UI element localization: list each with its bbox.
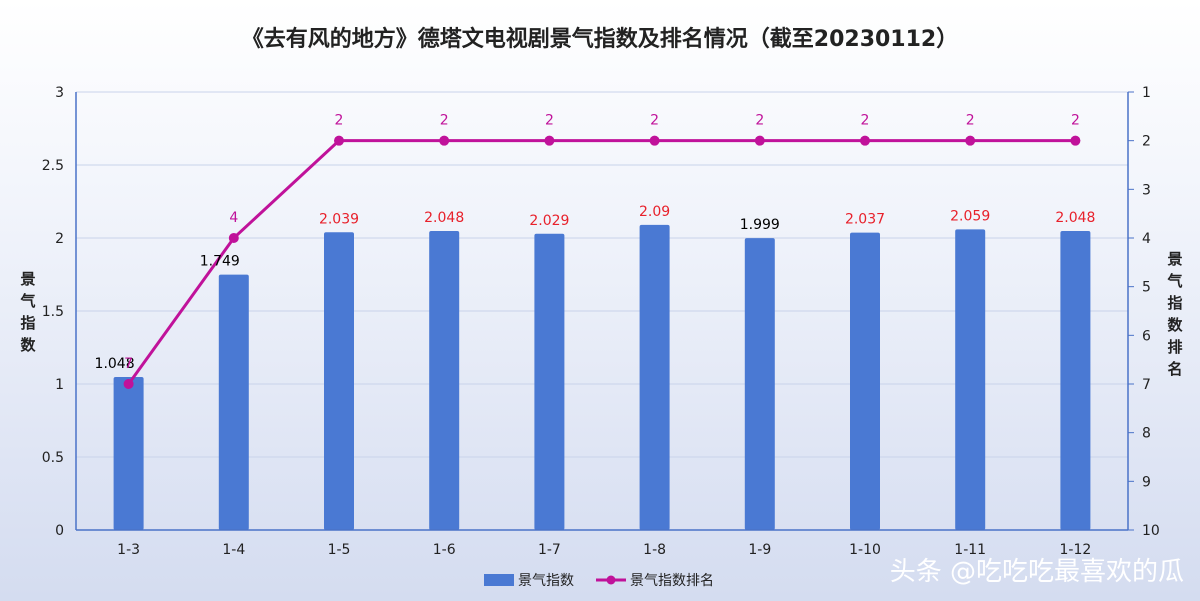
x-tick-label: 1-3 <box>117 542 140 558</box>
bar <box>218 274 249 530</box>
grid <box>76 91 1128 458</box>
rank-value-label: 2 <box>335 113 344 129</box>
y-left-tick-label: 0.5 <box>42 450 64 466</box>
y-left-tick-label: 2 <box>55 231 64 247</box>
rank-point <box>334 135 344 146</box>
legend-swatch-bars <box>484 574 514 586</box>
rank-point <box>649 135 660 146</box>
y-left-tick-label: 1 <box>55 377 64 393</box>
bar-value-label: 1.749 <box>200 254 240 270</box>
x-tick-label: 1-5 <box>328 542 351 558</box>
watermark: 头条 @吃吃吃最喜欢的瓜 <box>890 557 1184 587</box>
y-left-tick-label: 3 <box>55 85 64 101</box>
y-left-tick-label: 0 <box>55 523 64 539</box>
rank-value-label: 2 <box>545 113 554 129</box>
bar-value-label: 1.999 <box>740 217 780 233</box>
bar-value-label: 2.09 <box>639 204 670 220</box>
legend-swatch-marker <box>606 575 616 585</box>
y-left-tick-label: 1.5 <box>42 304 64 320</box>
x-tick-label: 1-9 <box>748 542 771 558</box>
rank-point <box>544 135 555 146</box>
y-right-axis-title-char: 指 <box>1167 294 1182 312</box>
bar <box>113 376 144 530</box>
bar-value-label: 2.048 <box>424 210 464 226</box>
legend[interactable]: 景气指数 景气指数排名 <box>484 573 714 589</box>
x-tick-label: 1-7 <box>538 542 561 558</box>
bars <box>113 224 1091 531</box>
rank-point <box>965 135 976 146</box>
rank-value-label: 4 <box>229 210 238 226</box>
rank-series-line <box>127 139 1076 385</box>
y-right-tick-label: 5 <box>1142 280 1151 296</box>
y-right-tick-label: 1 <box>1142 85 1151 101</box>
rank-point <box>123 379 134 389</box>
rank-value-label: 2 <box>755 113 764 129</box>
y-right-tick-label: 7 <box>1142 377 1151 393</box>
y-left-tick-label: 2.5 <box>42 158 64 174</box>
bar-value-label: 2.029 <box>529 213 569 229</box>
rank-value-label: 2 <box>966 113 975 129</box>
bar <box>534 233 565 531</box>
x-tick-label: 1-8 <box>643 542 666 558</box>
y-right-tick-label: 2 <box>1142 134 1151 150</box>
y-left-axis-title-char: 指 <box>20 314 35 332</box>
y-right-axis-title-char: 气 <box>1166 272 1182 290</box>
x-tick-label: 1-4 <box>222 542 245 558</box>
y-left-axis-title-char: 景 <box>20 270 35 288</box>
y-right-tick-label: 3 <box>1142 182 1151 198</box>
rank-value-label: 2 <box>650 113 659 129</box>
x-tick-label: 1-11 <box>954 542 986 558</box>
bar-value-label: 2.048 <box>1055 210 1095 226</box>
rank-point <box>754 135 765 146</box>
rank-value-label: 2 <box>861 113 870 129</box>
bar-value-label: 2.039 <box>319 211 359 227</box>
y-left-axis-title-char: 气 <box>19 292 35 310</box>
legend-label-bars: 景气指数 <box>518 573 574 589</box>
x-tick-label: 1-6 <box>433 542 456 558</box>
bar-value-label: 2.059 <box>950 208 990 224</box>
y-right-axis-title-char: 数 <box>1167 316 1183 334</box>
rank-point <box>1070 135 1081 146</box>
legend-item-line[interactable]: 景气指数排名 <box>596 573 714 589</box>
y-right-tick-label: 8 <box>1142 426 1151 442</box>
bar <box>744 238 775 530</box>
y-right-tick-label: 9 <box>1142 474 1151 490</box>
rank-point <box>860 135 870 146</box>
y-left-axis-title: 景气指数 <box>19 270 36 354</box>
data-labels: 1.048 1.749 2.039 2.048 2.029 2.09 1.999 2.037 2… <box>95 113 1096 372</box>
bar-value-label: 2.037 <box>845 212 885 228</box>
y-right-axis-title-char: 名 <box>1167 360 1182 378</box>
y-left-axis-title-char: 数 <box>20 336 36 354</box>
y-right-axis-title-char: 景 <box>1167 250 1182 268</box>
bar <box>850 232 880 530</box>
y-right-axis-title: 景气指数排名 <box>1166 250 1183 378</box>
rank-value-label: 2 <box>440 113 449 129</box>
bar <box>1060 230 1091 530</box>
legend-label-line: 景气指数排名 <box>630 573 714 589</box>
bar-value-label: 1.048 <box>95 356 135 372</box>
x-tick-label: 1-10 <box>849 542 881 558</box>
y-right-tick-label: 10 <box>1142 523 1160 539</box>
y-right-tick-label: 4 <box>1142 231 1151 247</box>
bar <box>429 230 460 530</box>
rank-value-label: 7 <box>124 356 133 372</box>
rank-point <box>228 233 239 243</box>
bar <box>955 229 986 531</box>
x-tick-label: 1-12 <box>1060 542 1092 558</box>
rank-value-label: 2 <box>1071 113 1080 129</box>
rank-line <box>123 135 1081 389</box>
rank-point <box>439 135 450 146</box>
chart-title: 《去有风的地方》德塔文电视剧景气指数及排名情况（截至20230112） <box>242 26 958 52</box>
y-right-tick-label: 6 <box>1142 328 1151 344</box>
bar <box>324 232 354 530</box>
bar <box>639 224 670 531</box>
legend-item-bars[interactable]: 景气指数 <box>484 573 574 589</box>
y-right-axis-title-char: 排 <box>1167 338 1182 356</box>
